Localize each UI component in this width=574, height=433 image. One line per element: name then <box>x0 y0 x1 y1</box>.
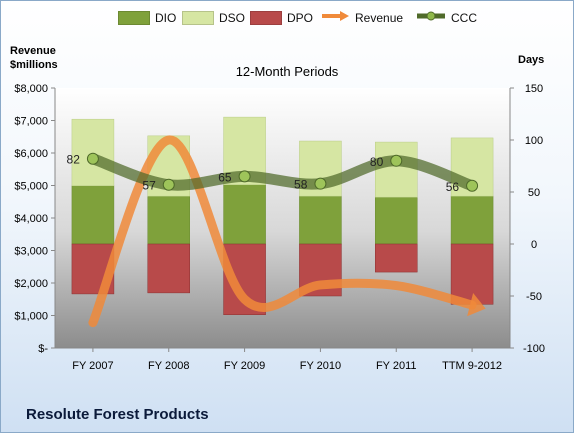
left-tick-label: $7,000 <box>14 116 48 128</box>
bar-dio <box>375 196 418 245</box>
ccc-point <box>466 179 479 192</box>
company-name: Resolute Forest Products <box>26 406 209 423</box>
bar-dpo <box>375 243 418 273</box>
ccc-point <box>162 178 175 191</box>
x-tick-label: FY 2008 <box>148 360 189 372</box>
x-tick-label: FY 2011 <box>376 360 417 372</box>
ccc-point <box>238 170 251 183</box>
right-tick-label: 50 <box>528 187 540 199</box>
x-tick-label: FY 2009 <box>224 360 265 372</box>
legend-swatch-dso <box>182 11 214 25</box>
bar-dso <box>71 118 115 187</box>
ccc-point <box>390 154 403 167</box>
ccc-data-label: 56 <box>446 180 460 194</box>
bar-dio <box>71 185 115 245</box>
left-tick-label: $2,000 <box>14 278 48 290</box>
right-tick-label: 0 <box>531 239 537 251</box>
ccc-line <box>87 153 478 192</box>
revenue-arrowhead <box>467 292 486 317</box>
bar-dpo <box>450 243 494 305</box>
left-axis-label-line2: $millions <box>10 59 58 71</box>
right-tick-label: -100 <box>523 343 545 355</box>
legend-swatch-revenue <box>320 11 350 24</box>
bar-dio <box>223 184 266 245</box>
ccc-data-label: 57 <box>142 179 156 193</box>
x-tick-label: FY 2007 <box>72 360 113 372</box>
legend-label-dio: DIO <box>155 11 177 25</box>
legend-item-dio: DIO <box>118 10 176 26</box>
right-tick-label: -50 <box>526 291 542 303</box>
chart-title: 12-Month Periods <box>235 64 339 79</box>
left-tick-label: $6,000 <box>14 148 48 160</box>
bar-dio <box>299 195 342 245</box>
legend-swatch-dio <box>118 11 150 25</box>
ccc-data-label: 65 <box>218 170 232 184</box>
legend-item-ccc: CCC <box>416 10 477 26</box>
x-tick-label: FY 2010 <box>300 360 341 372</box>
left-axis-label-line1: Revenue <box>10 45 56 57</box>
left-tick-label: $8,000 <box>14 83 48 95</box>
legend-item-dso: DSO <box>182 10 245 26</box>
bar-dpo <box>147 243 190 294</box>
legend-item-dpo: DPO <box>250 10 313 26</box>
left-tick-label: $4,000 <box>14 213 48 225</box>
legend-label-revenue: Revenue <box>355 11 404 25</box>
legend-swatch-ccc <box>416 11 446 24</box>
ccc-point <box>86 152 99 165</box>
bar-dio <box>450 195 494 245</box>
right-axis-label: Days <box>518 54 545 66</box>
ccc-data-label: 82 <box>67 153 81 167</box>
legend-label-ccc: CCC <box>451 11 477 25</box>
legend-label-dpo: DPO <box>287 11 314 25</box>
left-tick-label: $1,000 <box>14 311 48 323</box>
left-tick-label: $5,000 <box>14 181 48 193</box>
bar-dio <box>147 195 190 245</box>
right-tick-label: 150 <box>525 83 543 95</box>
left-tick-label: $3,000 <box>14 246 48 258</box>
ccc-data-label: 80 <box>370 155 384 169</box>
legend-swatch-dpo <box>250 11 282 25</box>
x-tick-label: TTM 9-2012 <box>442 360 502 372</box>
legend-label-dso: DSO <box>219 11 246 25</box>
right-tick-label: 100 <box>525 135 543 147</box>
left-tick-label: $- <box>38 343 48 355</box>
legend-item-revenue: Revenue <box>320 10 403 26</box>
ccc-data-label: 58 <box>294 178 308 192</box>
ccc-point <box>314 177 327 190</box>
bar-dso <box>375 141 418 198</box>
